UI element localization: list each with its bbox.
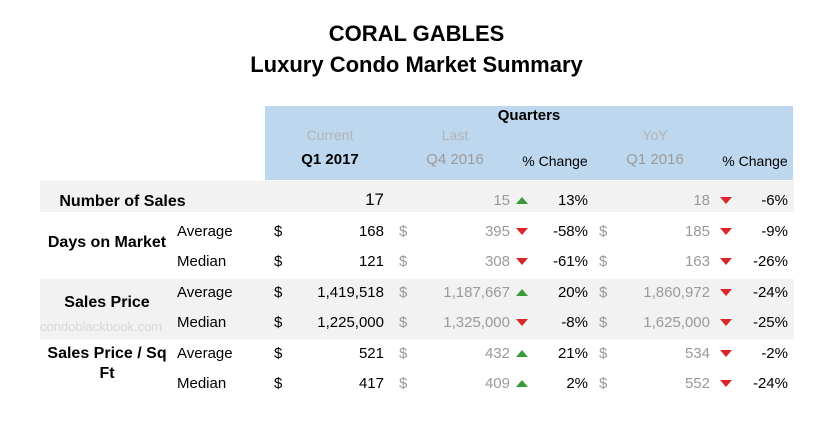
current-label: Current	[306, 127, 354, 143]
yoy-change: -25%	[752, 314, 788, 331]
current-currency: $	[274, 223, 283, 240]
last-currency: $	[399, 253, 408, 270]
current-value: 1,419,518	[317, 284, 384, 301]
current-currency: $	[274, 253, 283, 270]
yoy-change: -9%	[761, 223, 788, 240]
quarters-header: Quarters	[497, 107, 561, 124]
yoy-change: -26%	[752, 253, 788, 270]
last-currency: $	[399, 314, 408, 331]
down-arrow-icon	[516, 228, 528, 235]
current-currency: $	[274, 345, 283, 362]
last-value: 432	[484, 345, 510, 362]
up-arrow-icon	[516, 197, 528, 204]
qoq-change: -61%	[552, 253, 588, 270]
yoy-change: -6%	[761, 192, 788, 209]
sales-price-label: Sales Price	[64, 294, 150, 311]
yoy-currency: $	[599, 314, 608, 331]
down-arrow-icon	[720, 319, 732, 326]
qoq-change: -8%	[561, 314, 588, 331]
up-arrow-icon	[516, 289, 528, 296]
row-sublabel: Median	[177, 314, 227, 331]
header-background	[265, 106, 793, 180]
yoy-change-header: % Change	[722, 153, 788, 169]
current-currency: $	[274, 284, 283, 301]
page-title: CORAL GABLES	[328, 21, 505, 46]
down-arrow-icon	[516, 319, 528, 326]
number-of-sales-label: Number of Sales	[59, 193, 186, 210]
last-label: Last	[441, 127, 469, 143]
row-sublabel: Median	[177, 375, 227, 392]
days-on-market-label: Days on Market	[47, 234, 167, 251]
current-value: 168	[358, 223, 384, 240]
yoy-label: YoY	[642, 127, 668, 143]
yoy-value: 185	[684, 223, 710, 240]
yoy-change: -2%	[761, 345, 788, 362]
qoq-change: 13%	[557, 192, 588, 209]
yoy-currency: $	[599, 375, 608, 392]
down-arrow-icon	[720, 350, 732, 357]
watermark: condoblackbook.com	[40, 319, 163, 334]
yoy-currency: $	[599, 223, 608, 240]
yoy-currency: $	[599, 284, 608, 301]
down-arrow-icon	[720, 197, 732, 204]
yoy-currency: $	[599, 345, 608, 362]
current-value: 1,225,000	[317, 314, 384, 331]
current-value: 121	[358, 253, 384, 270]
last-value: 1,187,667	[443, 284, 510, 301]
last-currency: $	[399, 375, 408, 392]
row-sublabel: Average	[177, 284, 233, 301]
last-currency: $	[399, 345, 408, 362]
qoq-change-header: % Change	[522, 153, 588, 169]
current-value: 417	[358, 375, 384, 392]
last-value: 308	[484, 253, 510, 270]
page-subtitle: Luxury Condo Market Summary	[250, 52, 583, 77]
yoy-change: -24%	[752, 375, 788, 392]
qoq-change: 21%	[557, 345, 588, 362]
yoy-value: 552	[684, 375, 710, 392]
yoy-value: 1,625,000	[643, 314, 710, 331]
last-value: 409	[484, 375, 510, 392]
qoq-change: 20%	[557, 284, 588, 301]
yoy-value: 534	[684, 345, 710, 362]
current-currency: $	[274, 375, 283, 392]
down-arrow-icon	[720, 380, 732, 387]
current-value: 17	[365, 190, 384, 209]
current-quarter: Q1 2017	[301, 151, 359, 168]
last-currency: $	[399, 223, 408, 240]
last-value: 1,325,000	[443, 314, 510, 331]
yoy-value: 163	[684, 253, 710, 270]
last-value: 15	[493, 192, 510, 209]
yoy-change: -24%	[752, 284, 788, 301]
yoy-value: 1,860,972	[643, 284, 710, 301]
sales-row-shade	[40, 181, 794, 212]
qoq-change: 2%	[566, 375, 588, 392]
row-sublabel: Average	[177, 223, 233, 240]
yoy-quarter: Q1 2016	[626, 151, 684, 168]
down-arrow-icon	[516, 258, 528, 265]
last-value: 395	[484, 223, 510, 240]
sales-price-sqft-label: Sales Price / Sq Ft	[47, 345, 167, 382]
qoq-change: -58%	[552, 223, 588, 240]
last-quarter: Q4 2016	[426, 151, 484, 168]
row-sublabel: Average	[177, 345, 233, 362]
row-sublabel: Median	[177, 253, 227, 270]
current-value: 521	[358, 345, 384, 362]
yoy-value: 18	[693, 192, 710, 209]
price-row-shade	[40, 279, 794, 339]
up-arrow-icon	[516, 380, 528, 387]
last-currency: $	[399, 284, 408, 301]
down-arrow-icon	[720, 258, 732, 265]
down-arrow-icon	[720, 289, 732, 296]
up-arrow-icon	[516, 350, 528, 357]
current-currency: $	[274, 314, 283, 331]
down-arrow-icon	[720, 228, 732, 235]
yoy-currency: $	[599, 253, 608, 270]
